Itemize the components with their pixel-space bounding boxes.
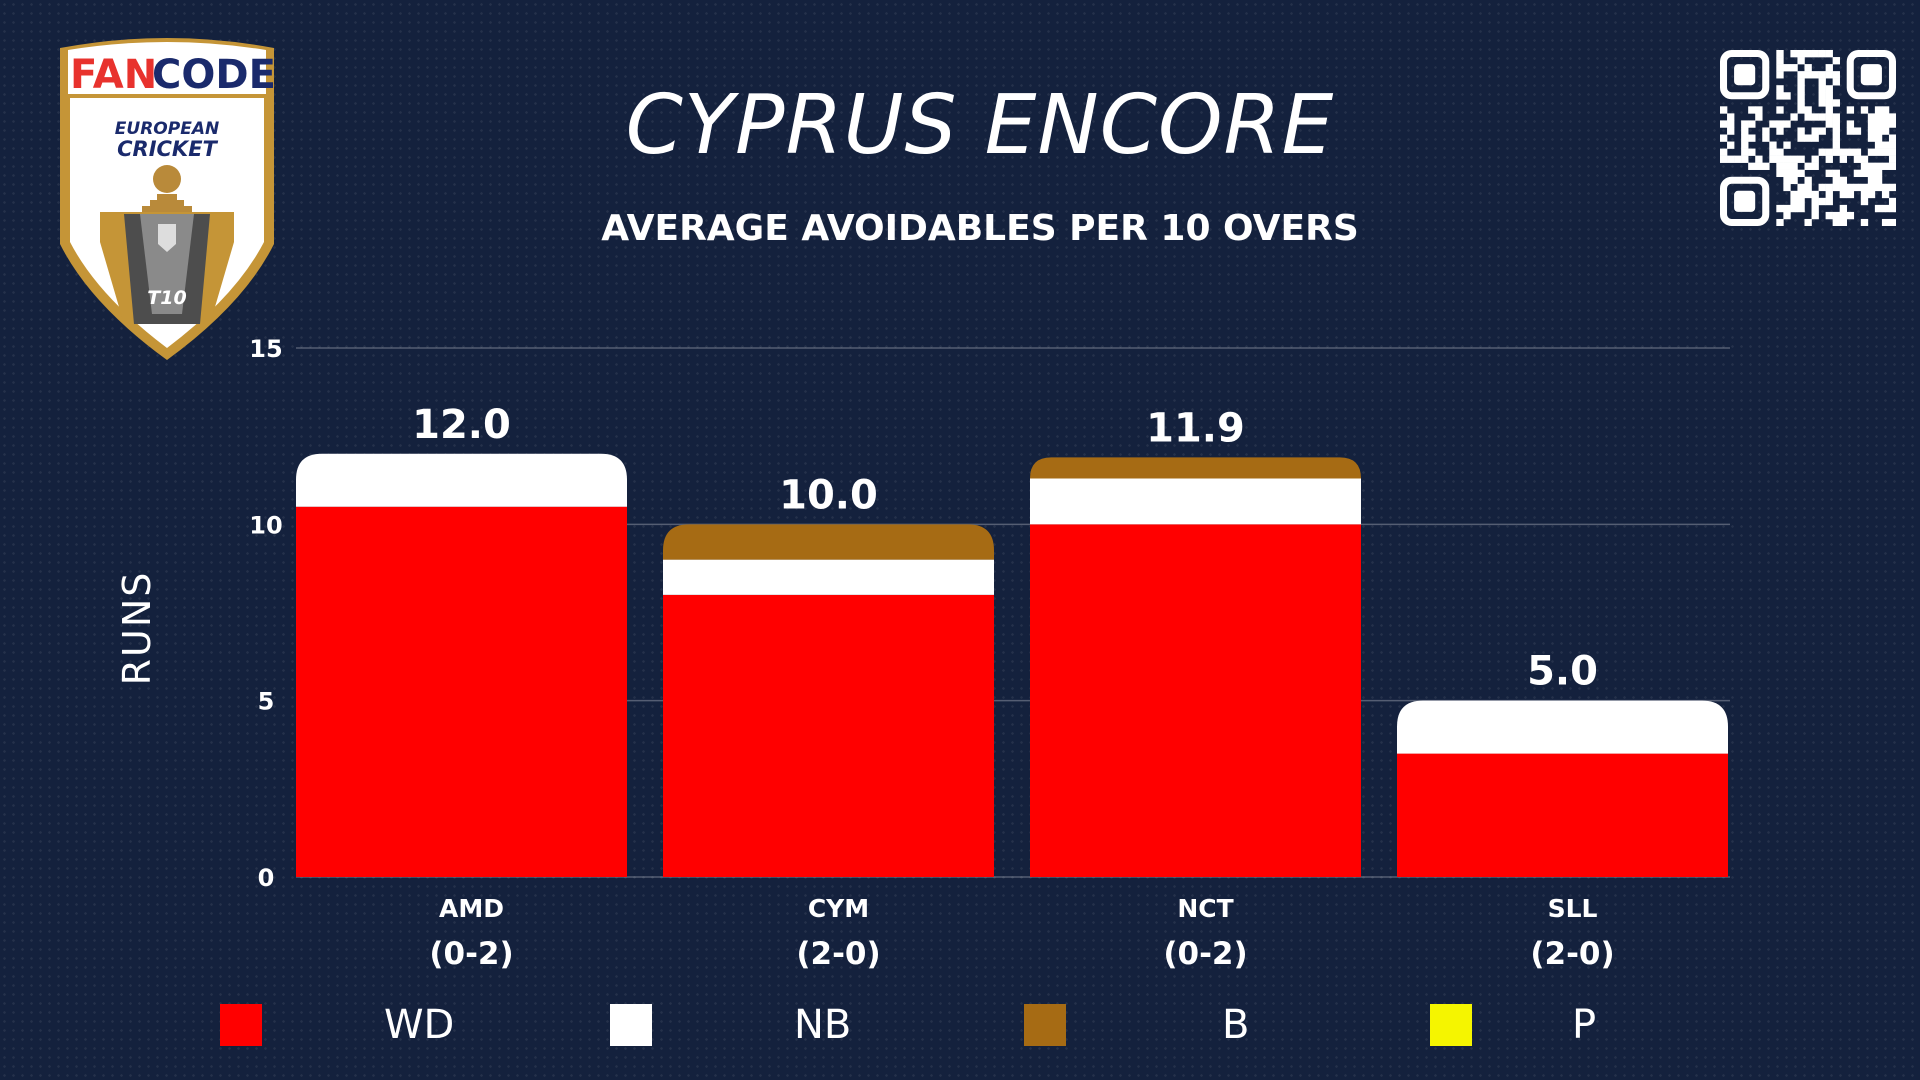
y-tick-label: 0 (258, 864, 275, 892)
x-tick-record-label: (2-0) (796, 936, 880, 972)
bar-segment-wd-amd (296, 506, 627, 877)
bar-total-label: 5.0 (1527, 649, 1598, 695)
y-tick-label: 15 (249, 335, 282, 363)
x-tick-record-label: (0-2) (1163, 936, 1247, 972)
bar-segment-wd-cym (663, 594, 994, 877)
legend-swatch-nb (610, 1004, 652, 1046)
logo-line1: EUROPEAN (115, 119, 219, 139)
bar-segment-b-nct (1030, 457, 1361, 479)
bar-segment-nb-amd (296, 453, 627, 507)
x-tick-record-label: (2-0) (1530, 936, 1614, 972)
bar-segment-nb-cym (663, 559, 994, 595)
x-tick-label: CYM (808, 894, 869, 923)
legend-label-wd: WD (384, 1002, 455, 1048)
legend-swatch-b (1024, 1004, 1066, 1046)
logo-line2: CRICKET (117, 137, 218, 161)
y-tick-label: 10 (249, 511, 282, 539)
x-tick-label: AMD (439, 894, 504, 923)
logo-brand-fan: FAN (70, 52, 157, 98)
legend-swatch-wd (220, 1004, 262, 1046)
bar-segment-wd-nct (1030, 524, 1361, 877)
qr-code-icon (1720, 50, 1896, 226)
european-cricket-logo: FAN CODE EUROPEAN CRICKET T10 (60, 38, 276, 360)
y-tick-label: 5 (258, 688, 275, 716)
legend-swatch-p (1430, 1004, 1472, 1046)
logo-badge: T10 (147, 287, 186, 309)
bar-segment-nb-sll (1397, 700, 1728, 754)
chart-title: CYPRUS ENCORE (625, 78, 1335, 173)
bar-total-label: 11.9 (1146, 405, 1245, 451)
bar-segment-nb-nct (1030, 478, 1361, 525)
logo-brand-code: CODE (152, 52, 276, 98)
bar-segment-wd-sll (1397, 753, 1728, 877)
bar-total-label: 12.0 (412, 402, 511, 448)
bar-segment-b-cym (663, 524, 994, 560)
legend-label-b: B (1222, 1002, 1250, 1048)
legend-label-p: P (1572, 1002, 1597, 1048)
y-axis-label: RUNS (115, 571, 159, 686)
x-tick-record-label: (0-2) (429, 936, 513, 972)
x-tick-label: SLL (1548, 894, 1598, 923)
x-tick-label: NCT (1177, 894, 1233, 923)
bar-total-label: 10.0 (779, 472, 878, 518)
chart-subtitle: AVERAGE AVOIDABLES PER 10 OVERS (601, 208, 1359, 249)
legend-label-nb: NB (794, 1002, 852, 1048)
